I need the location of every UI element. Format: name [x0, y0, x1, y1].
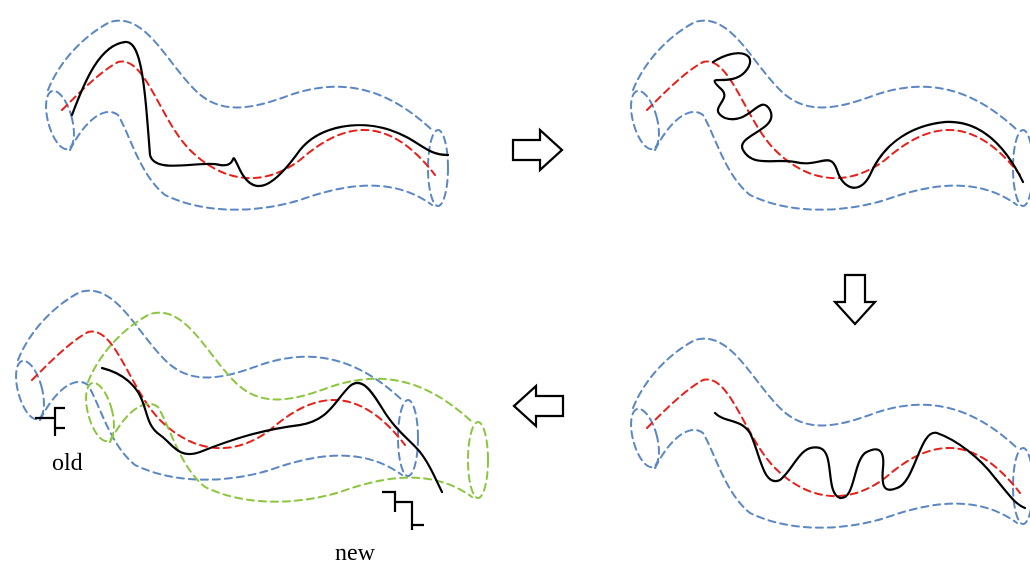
trajectory-path [713, 411, 1027, 510]
old-marker: old [35, 406, 83, 476]
trajectory-path [70, 40, 450, 188]
arrow-right-icon [511, 127, 564, 173]
arrow-left-icon [512, 383, 565, 429]
trajectory-path [100, 366, 444, 494]
panel-top-left [39, 19, 450, 211]
tube-outline [624, 337, 1030, 529]
trajectory-path [711, 52, 1025, 189]
center-line [646, 378, 1021, 498]
tube-outline [624, 19, 1030, 211]
new-tube-part [109, 402, 473, 503]
center-line [646, 60, 1021, 180]
new-tube-part [85, 381, 115, 443]
new-tube-part [467, 421, 489, 499]
new-tube [85, 311, 489, 503]
center-line [31, 330, 406, 450]
old-label: old [52, 450, 83, 476]
old-bracket [35, 406, 65, 436]
panel-top-right [624, 19, 1030, 211]
new-tube-part [87, 311, 473, 423]
center-line [61, 60, 436, 180]
new-marker: new [335, 490, 424, 566]
panel-bottom-right [624, 337, 1030, 529]
arrow-down-icon [832, 273, 878, 326]
new-label: new [335, 540, 376, 566]
new-bracket [382, 490, 424, 530]
tube-outline [39, 19, 449, 211]
